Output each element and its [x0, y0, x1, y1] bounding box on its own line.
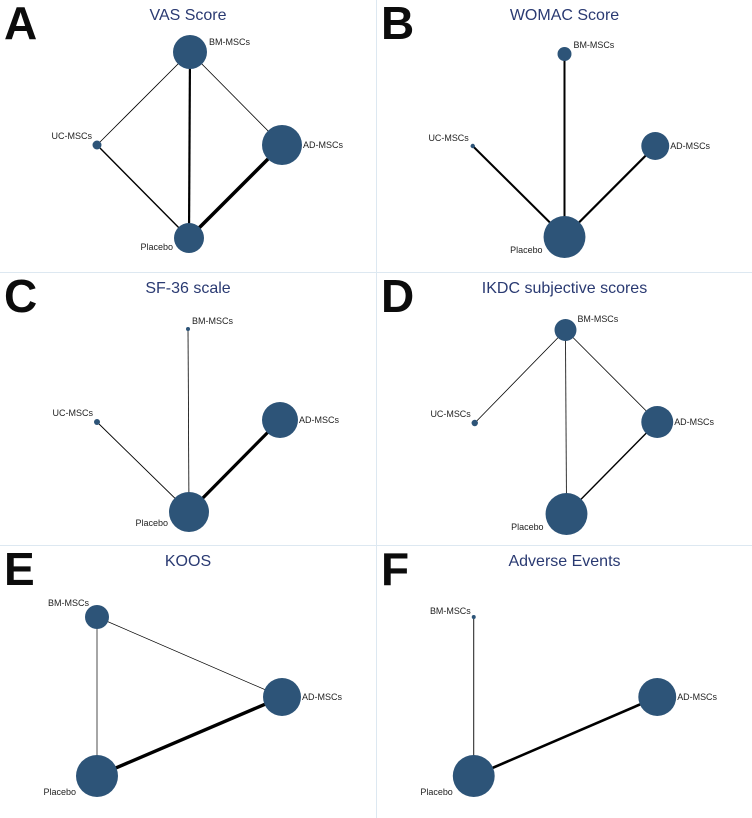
- panel-letter-c: C: [4, 270, 37, 322]
- node-label-bm: BM-MSCs: [48, 598, 89, 608]
- node-ad: [641, 406, 674, 438]
- node-ad: [638, 678, 677, 716]
- edge-uc-pl: [472, 145, 566, 238]
- edge-ad-pl: [473, 695, 658, 778]
- panel-letter-e: E: [4, 543, 35, 595]
- node-label-bm: BM-MSCs: [430, 606, 471, 616]
- panel-title-vas-score: VAS Score: [149, 7, 227, 24]
- edge-bm-ad: [96, 616, 283, 698]
- edge-bm-uc: [474, 329, 566, 424]
- node-uc: [470, 143, 475, 149]
- node-label-pl: Placebo: [420, 787, 452, 797]
- node-label-uc: UC-MSCs: [430, 409, 471, 419]
- panel-title-koos: KOOS: [164, 553, 212, 570]
- node-bm: [554, 319, 577, 341]
- node-ad: [262, 402, 298, 438]
- edge-ad-pl: [96, 695, 283, 778]
- node-bm: [471, 615, 476, 619]
- network-plot-ikdc-scores: BM-MSCs UC-MSCs AD-MSCs Placebo: [430, 314, 715, 535]
- node-label-pl: Placebo: [510, 245, 542, 255]
- edge-bm-pl: [187, 51, 192, 239]
- panel-title-ikdc-scores: IKDC subjective scores: [481, 280, 648, 297]
- edge-bm-pl: [565, 329, 567, 515]
- panel-title-adverse-events: Adverse Events: [508, 553, 621, 570]
- edge-bm-ad: [565, 329, 658, 423]
- node-label-uc: UC-MSCs: [428, 133, 469, 143]
- node-label-pl: Placebo: [135, 518, 168, 528]
- node-uc: [92, 140, 102, 150]
- panel-title-sf36-scale: SF-36 scale: [145, 280, 231, 297]
- node-uc: [471, 419, 478, 427]
- node-ad: [262, 125, 302, 165]
- node-ad: [263, 678, 301, 716]
- node-label-bm: BM-MSCs: [577, 314, 618, 324]
- node-pl: [452, 755, 495, 797]
- panel-title-womac-score: WOMAC Score: [509, 7, 620, 24]
- panel-letter-b: B: [381, 0, 414, 49]
- node-label-ad: AD-MSCs: [302, 692, 342, 702]
- network-plot-adverse-events: BM-MSCs AD-MSCs Placebo: [420, 606, 717, 797]
- network-plot-womac-score: BM-MSCs UC-MSCs AD-MSCs Placebo: [428, 40, 711, 258]
- node-uc: [94, 419, 100, 425]
- node-label-ad: AD-MSCs: [299, 415, 339, 425]
- edge-uc-pl: [96, 421, 190, 513]
- panel-letter-a: A: [4, 0, 37, 49]
- node-bm: [557, 47, 572, 61]
- node-label-bm: BM-MSCs: [573, 40, 614, 50]
- node-label-uc: UC-MSCs: [53, 408, 94, 418]
- node-label-bm: BM-MSCs: [192, 316, 233, 326]
- node-label-ad: AD-MSCs: [677, 692, 717, 702]
- node-bm: [173, 35, 207, 69]
- panel-womac-score: B WOMAC Score BM-MSCs UC-MSCs AD-MSCs Place…: [376, 0, 752, 272]
- node-pl: [169, 492, 209, 532]
- node-label-pl: Placebo: [140, 242, 173, 252]
- node-bm: [186, 327, 190, 331]
- node-pl: [545, 493, 588, 535]
- node-label-ad: AD-MSCs: [670, 141, 710, 151]
- panel-letter-d: D: [381, 270, 414, 322]
- panel-ikdc-scores: D IKDC subjective scores BM-MSCs UC-MSCs A…: [376, 272, 752, 545]
- node-label-pl: Placebo: [511, 522, 543, 532]
- node-label-ad: AD-MSCs: [674, 417, 714, 427]
- edge-uc-pl: [96, 144, 190, 239]
- network-plot-sf36-scale: BM-MSCs UC-MSCs AD-MSCs Placebo: [53, 316, 339, 532]
- node-pl: [76, 755, 118, 797]
- node-label-pl: Placebo: [43, 787, 76, 797]
- node-label-uc: UC-MSCs: [52, 131, 93, 141]
- node-pl: [174, 223, 204, 253]
- edge-bm-uc: [96, 51, 191, 146]
- edge-ad-pl: [563, 145, 657, 238]
- edge-bm-pl: [187, 328, 190, 513]
- panel-adverse-events: F Adverse Events BM-MSCs AD-MSCs Placebo: [376, 545, 752, 818]
- network-plot-vas-score: BM-MSCs UC-MSCs AD-MSCs Placebo: [52, 35, 343, 253]
- panel-sf36-scale: C SF-36 scale BM-MSCs UC-MSCs AD-MSCs Place…: [0, 272, 376, 545]
- node-label-ad: AD-MSCs: [303, 140, 343, 150]
- node-label-bm: BM-MSCs: [209, 37, 250, 47]
- panel-vas-score: A VAS Score BM-MSCs UC-MSCs AD-MSCs Placebo: [0, 0, 376, 272]
- edge-ad-pl: [565, 421, 658, 515]
- node-pl: [543, 216, 586, 258]
- edge-ad-pl: [187, 143, 284, 240]
- node-bm: [85, 605, 109, 629]
- edge-bm-ad: [189, 51, 283, 146]
- network-plot-koos: BM-MSCs AD-MSCs Placebo: [43, 598, 342, 797]
- node-ad: [641, 132, 670, 160]
- panel-letter-f: F: [381, 543, 409, 595]
- panel-koos: E KOOS BM-MSCs AD-MSCs Placebo: [0, 545, 376, 818]
- edge-ad-pl: [187, 418, 282, 514]
